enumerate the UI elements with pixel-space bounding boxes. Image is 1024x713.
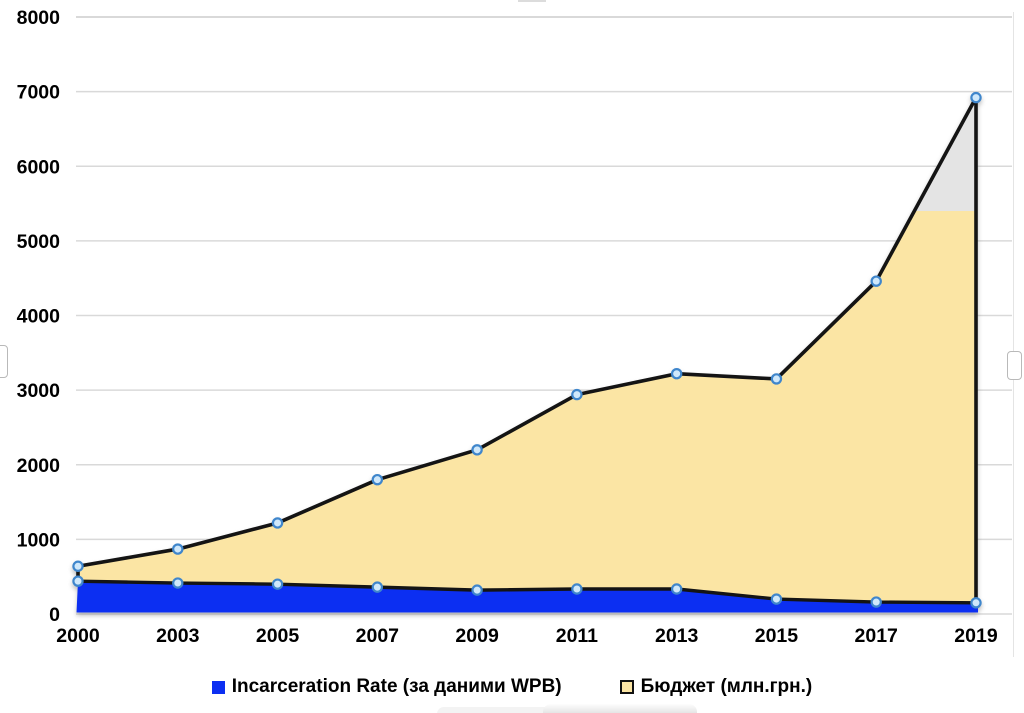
data-point-marker — [571, 388, 583, 401]
y-axis-tick-label: 2000 — [17, 455, 61, 477]
data-point-marker — [670, 583, 683, 595]
x-axis-tick-label: 2009 — [455, 625, 499, 647]
y-axis-tick-label: 3000 — [17, 380, 61, 402]
y-axis-tick-label: 0 — [49, 604, 60, 626]
legend-item-budget: Бюджет (млн.грн.) — [619, 676, 813, 698]
data-point-marker — [770, 593, 783, 605]
data-point-marker — [571, 583, 583, 595]
data-point-marker — [271, 578, 284, 590]
budget-line — [76, 95, 978, 603]
y-axis-tick-label: 1000 — [17, 529, 61, 551]
y-axis-tick-label: 6000 — [17, 156, 61, 178]
y-axis-tick-label: 7000 — [17, 82, 61, 104]
right-resize-handle[interactable] — [1007, 351, 1022, 380]
cutoff-bottom-scroll-handle[interactable] — [543, 704, 697, 713]
chart-series-group — [72, 91, 982, 613]
data-point-marker — [72, 560, 84, 572]
data-point-marker — [371, 581, 384, 593]
data-point-marker — [172, 577, 184, 589]
y-axis-tick-label: 5000 — [17, 231, 61, 253]
legend-label-incarceration-rate: Incarceration Rate (за даними WPB) — [231, 676, 562, 697]
data-point-marker — [870, 596, 882, 608]
data-point-marker — [770, 373, 783, 385]
x-axis-tick-label: 2015 — [755, 625, 799, 647]
x-axis-tick-label: 2013 — [655, 625, 699, 647]
legend-item-incarceration-rate: Incarceration Rate (за даними WPB) — [211, 676, 562, 698]
data-point-marker — [870, 275, 882, 287]
legend-swatch-blue-icon — [211, 680, 225, 694]
legend-swatch-yellow-icon — [619, 680, 634, 694]
x-axis-tick-label: 2017 — [855, 625, 898, 647]
area-chart: 0 1000 2000 3000 4000 5000 6000 7000 8000 2000 200… — [17, 7, 1012, 647]
data-point-marker — [670, 368, 683, 380]
y-axis-tick-label: 8000 — [17, 7, 61, 29]
data-point-marker — [172, 543, 184, 555]
x-axis-tick-label: 2003 — [156, 625, 200, 647]
x-axis-tick-label: 2007 — [356, 625, 399, 647]
x-axis-tick-label: 2011 — [556, 625, 598, 647]
data-point-marker — [371, 473, 384, 486]
data-point-marker — [471, 444, 483, 456]
data-point-marker — [970, 597, 982, 609]
x-axis-tick-label: 2019 — [954, 625, 998, 647]
y-axis-tick-label: 4000 — [17, 306, 61, 328]
left-resize-handle[interactable] — [0, 345, 8, 378]
legend-label-budget: Бюджет (млн.грн.) — [640, 676, 813, 697]
x-axis-tick-label: 2000 — [56, 625, 100, 647]
cutoff-top-element — [518, 0, 546, 2]
data-point-marker — [471, 584, 483, 596]
data-point-marker — [271, 517, 284, 529]
chart-legend: Incarceration Rate (за даними WPB) Бюдже… — [0, 676, 1024, 698]
x-axis-tick-label: 2005 — [256, 625, 300, 647]
budget-area — [78, 97, 976, 603]
incarceration-line — [77, 579, 977, 605]
data-point-marker — [970, 91, 982, 104]
incarceration-area — [76, 581, 978, 613]
data-point-marker — [72, 575, 84, 587]
chart-frame-border — [1013, 12, 1014, 657]
cutoff-bottom-element-left — [437, 707, 563, 713]
